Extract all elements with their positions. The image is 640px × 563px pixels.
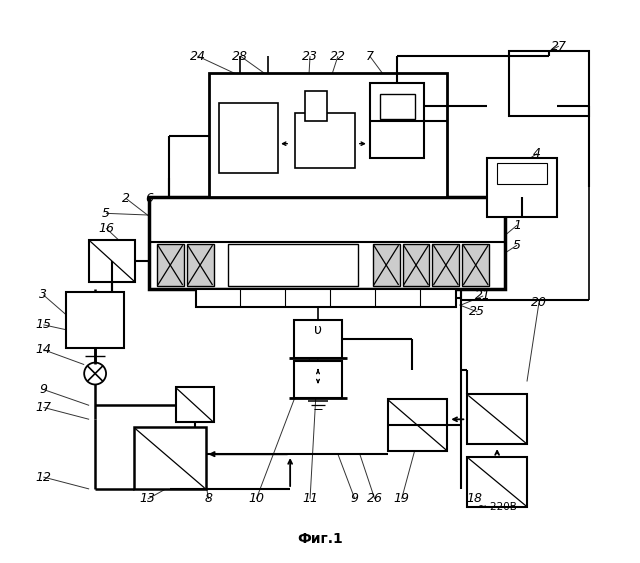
Text: 2: 2	[122, 192, 130, 205]
Text: 7: 7	[365, 50, 374, 62]
Text: 25: 25	[469, 305, 485, 318]
Bar	[187, 244, 214, 286]
Text: 4: 4	[533, 147, 541, 160]
Text: 17: 17	[35, 401, 51, 414]
Bar	[433, 244, 460, 286]
Bar	[218, 103, 278, 172]
Text: 22: 22	[330, 50, 346, 62]
Bar	[380, 94, 415, 119]
Bar	[305, 91, 327, 121]
Bar	[89, 240, 135, 282]
Text: 10: 10	[248, 493, 264, 506]
Bar	[497, 163, 547, 185]
Text: 26: 26	[367, 493, 383, 506]
Text: 24: 24	[189, 50, 205, 62]
Text: ~ 220В: ~ 220В	[477, 502, 516, 512]
Text: 15: 15	[35, 318, 51, 331]
Text: 1: 1	[513, 219, 521, 232]
Bar	[228, 244, 358, 286]
Bar	[196, 289, 456, 307]
Bar	[294, 361, 342, 399]
Bar	[467, 395, 527, 444]
Text: 13: 13	[140, 493, 156, 506]
Text: 5: 5	[102, 207, 110, 220]
Text: 9: 9	[351, 493, 359, 506]
Bar	[176, 387, 214, 422]
Bar	[388, 399, 447, 451]
Text: 27: 27	[551, 39, 567, 53]
Bar	[67, 292, 124, 348]
Bar	[370, 83, 424, 158]
Text: υ: υ	[314, 323, 322, 337]
Text: 18: 18	[466, 493, 482, 506]
Bar	[372, 244, 399, 286]
Text: 8: 8	[205, 493, 212, 506]
Text: 20: 20	[531, 296, 547, 310]
Bar	[294, 320, 342, 358]
Bar	[157, 244, 184, 286]
Text: 12: 12	[35, 471, 51, 484]
Bar	[487, 158, 557, 217]
Bar	[509, 51, 589, 116]
Text: 16: 16	[98, 222, 114, 235]
Text: 6: 6	[145, 192, 153, 205]
Text: 9: 9	[40, 383, 47, 396]
Bar	[403, 244, 429, 286]
Bar	[209, 73, 447, 198]
Bar	[149, 198, 505, 289]
Text: 3: 3	[40, 288, 47, 301]
Text: 5: 5	[513, 239, 521, 252]
Text: 14: 14	[35, 343, 51, 356]
Bar	[467, 457, 527, 507]
Text: Фиг.1: Фиг.1	[297, 531, 343, 546]
Bar	[134, 427, 205, 489]
Text: 21: 21	[475, 289, 491, 302]
Text: 28: 28	[232, 50, 248, 62]
Bar	[295, 113, 355, 168]
Bar	[462, 244, 489, 286]
Text: 19: 19	[394, 493, 410, 506]
Text: 23: 23	[302, 50, 318, 62]
Text: 11: 11	[302, 493, 318, 506]
